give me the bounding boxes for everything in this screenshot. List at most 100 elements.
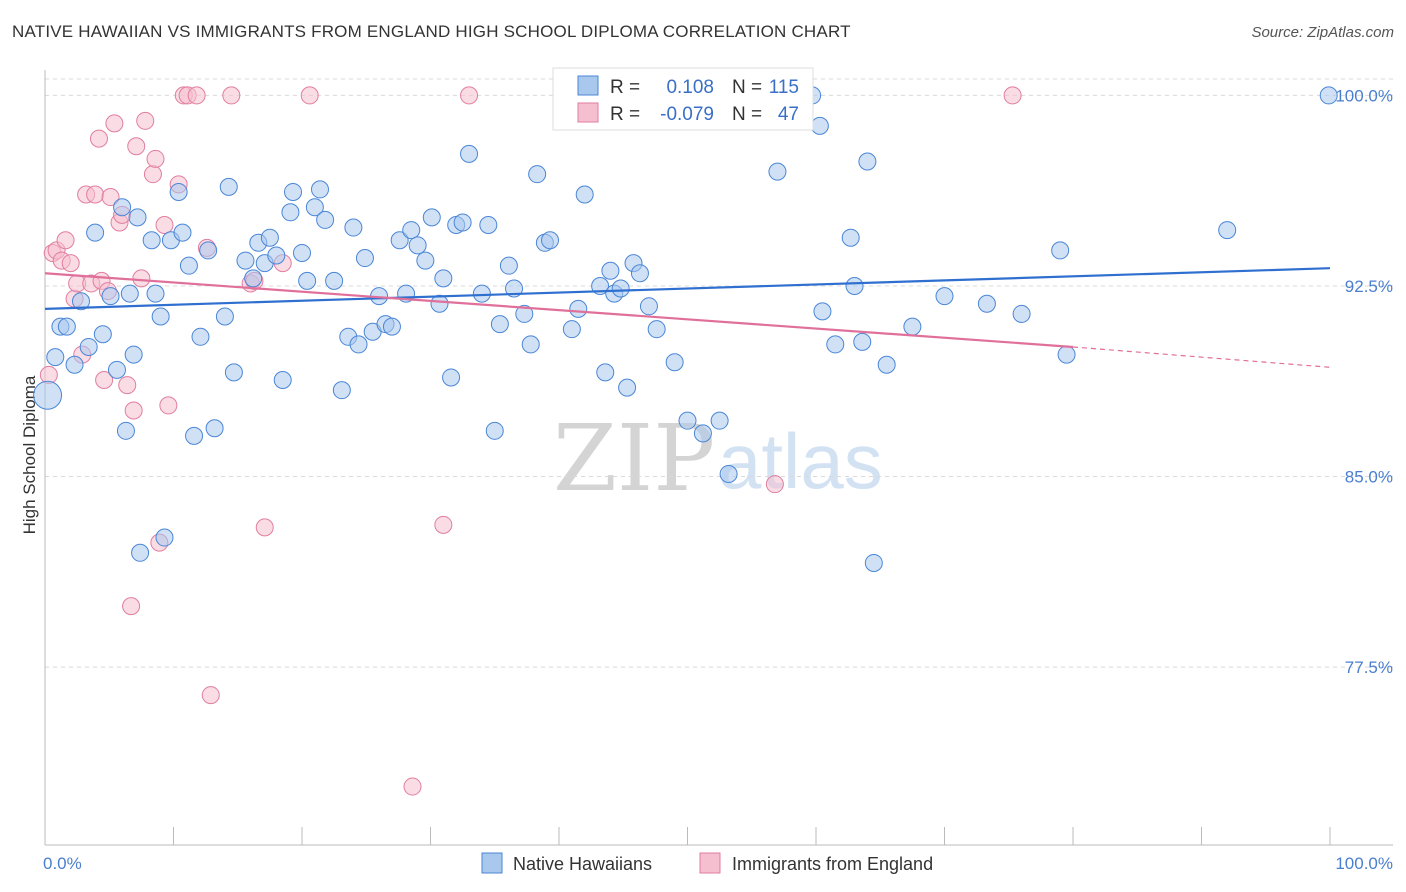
data-point-hawaiian [562,320,581,339]
data-point-england [765,475,784,494]
stats-box: R = 0.108 N = 115 R = -0.079 N = 47 [552,67,814,131]
data-point-hawaiian [499,256,518,275]
data-point-hawaiian [244,269,263,288]
data-point-hawaiian [260,228,279,247]
data-point-hawaiian [858,152,877,171]
data-point-hawaiian [382,317,401,336]
data-point-hawaiian [1051,241,1070,260]
y-tick-label: 85.0% [1345,468,1393,487]
data-point-england [124,401,143,420]
stats-pink-swatch [577,102,599,123]
data-point-hawaiian [305,198,324,217]
stats-pink-r-label: R = [610,104,640,125]
data-point-hawaiian [719,465,738,484]
trend-lines [44,267,1331,368]
data-point-england [122,597,141,616]
data-point-hawaiian [505,279,524,298]
data-point-england [155,216,174,234]
data-point-hawaiian [472,284,491,303]
data-point-hawaiian [185,426,204,445]
watermark-atlas: atlas [718,417,883,505]
data-point-hawaiian [528,165,547,184]
data-point-hawaiian [408,236,427,255]
trend-line-native-hawaiians [44,267,1331,310]
data-point-hawaiian [124,345,143,364]
legend-label-native-hawaiians: Native Hawaiians [513,854,652,874]
data-point-england [61,254,80,273]
data-point-hawaiian [205,419,224,438]
stats-pink-n-value: 47 [778,104,799,125]
data-point-hawaiian [57,317,76,336]
data-point-hawaiian [877,355,896,374]
data-point-hawaiian [293,243,311,262]
trend-line-immigrants-from-england [44,272,1074,349]
data-point-hawaiian [618,378,637,397]
data-point-hawaiian [316,210,335,229]
data-point-hawaiian [79,337,98,356]
data-point-hawaiian [460,144,479,163]
data-point-hawaiian [678,411,697,430]
data-point-hawaiian [810,116,829,135]
data-point-hawaiian [453,213,472,232]
data-point-england [101,188,120,207]
data-point-hawaiian [813,302,832,321]
data-point-hawaiian [515,304,534,323]
data-point-england [159,396,178,415]
data-point-hawaiian [116,421,135,440]
data-point-hawaiian [344,218,363,237]
data-point-hawaiian [169,182,188,201]
data-point-hawaiian [434,269,453,288]
data-point-hawaiian [191,327,210,346]
data-point-hawaiian [128,208,147,227]
data-point-hawaiian [273,371,292,389]
data-point-hawaiian [601,261,620,280]
data-point-hawaiian [86,223,105,242]
data-point-england [118,376,137,395]
data-point-hawaiian [1319,86,1338,105]
data-point-england [89,129,108,148]
data-point-hawaiian [390,231,409,250]
data-point-hawaiian [46,348,65,367]
data-point-england [300,86,319,105]
data-point-hawaiian [596,363,615,382]
data-point-england [143,165,162,184]
data-point-hawaiian [120,284,139,303]
data-point-hawaiian [647,320,666,339]
data-point-hawaiian [325,271,344,290]
data-point-hawaiian [485,421,504,440]
data-point-hawaiian [267,246,286,265]
data-point-hawaiian [864,553,883,572]
x-tick-label-min: 0.0% [43,854,82,873]
data-point-hawaiian [284,182,303,201]
data-point-hawaiian [281,203,300,222]
y-tick-label: 77.5% [1345,658,1393,677]
data-point-england [255,518,274,537]
data-point-hawaiian [142,231,161,250]
x-ticks [44,827,1331,845]
data-point-england [127,137,146,156]
data-point-hawaiian [665,353,684,372]
stats-blue-swatch [577,75,599,96]
data-point-england [1003,86,1022,105]
data-point-england [95,371,114,389]
data-point-hawaiian [693,424,712,443]
data-point-hawaiian [442,368,461,387]
y-tick-labels: 77.5% 85.0% 92.5% 100.0% [1335,86,1393,677]
data-point-hawaiian [541,231,560,250]
data-point-hawaiian [155,528,174,547]
legend-swatch-native-hawaiians [481,852,503,874]
data-point-hawaiian [710,411,729,430]
data-point-hawaiian [1218,221,1237,240]
data-point-hawaiian [146,284,165,303]
data-point-hawaiian [33,380,63,410]
data-point-england [434,515,453,534]
y-tick-label: 100.0% [1335,86,1393,105]
data-point-hawaiian [349,335,368,354]
grid-lines [45,78,1393,668]
data-point-england [187,86,206,105]
x-tick-label-max: 100.0% [1335,854,1393,873]
data-point-hawaiian [521,335,540,354]
data-point-hawaiian [113,198,132,217]
data-point-hawaiian [298,271,317,290]
stats-blue-r-value: 0.108 [666,77,714,98]
